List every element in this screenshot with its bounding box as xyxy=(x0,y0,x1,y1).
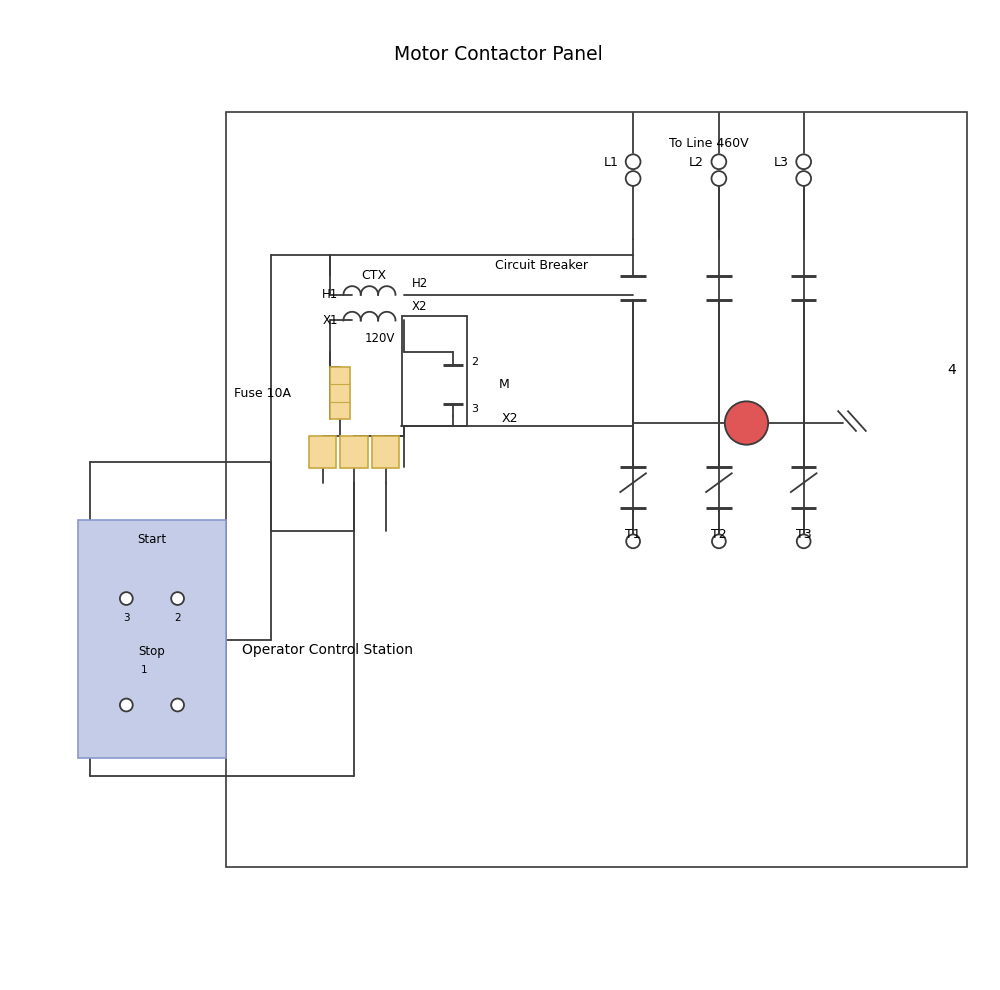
Circle shape xyxy=(796,171,811,186)
Text: L2: L2 xyxy=(689,156,704,169)
Text: Motor Contactor Panel: Motor Contactor Panel xyxy=(394,45,602,63)
Circle shape xyxy=(626,154,641,169)
Circle shape xyxy=(712,535,726,548)
Text: X2: X2 xyxy=(412,300,428,313)
Text: 1: 1 xyxy=(319,447,326,457)
FancyBboxPatch shape xyxy=(309,436,336,468)
Text: 120V: 120V xyxy=(365,332,395,345)
Circle shape xyxy=(797,535,811,548)
Text: L3: L3 xyxy=(774,156,789,169)
Text: T2: T2 xyxy=(711,528,727,541)
Text: M: M xyxy=(499,378,509,391)
Text: 4: 4 xyxy=(947,362,956,377)
Text: Start: Start xyxy=(137,533,167,545)
Text: 3: 3 xyxy=(123,613,130,624)
Text: Circuit Breaker: Circuit Breaker xyxy=(495,258,588,272)
Circle shape xyxy=(120,592,133,605)
Text: 3: 3 xyxy=(471,404,478,414)
Circle shape xyxy=(796,154,811,169)
Circle shape xyxy=(711,154,726,169)
Text: 3: 3 xyxy=(382,447,389,457)
Circle shape xyxy=(171,699,184,712)
Text: L1: L1 xyxy=(603,156,618,169)
FancyBboxPatch shape xyxy=(340,436,368,468)
Circle shape xyxy=(171,592,184,605)
Circle shape xyxy=(725,401,768,445)
Text: H2: H2 xyxy=(412,276,428,289)
Text: Operator Control Station: Operator Control Station xyxy=(242,643,413,656)
Text: X1: X1 xyxy=(323,314,338,327)
Circle shape xyxy=(626,171,641,186)
FancyBboxPatch shape xyxy=(330,367,350,419)
Text: Stop: Stop xyxy=(139,645,165,658)
Circle shape xyxy=(626,535,640,548)
FancyBboxPatch shape xyxy=(372,436,399,468)
Text: Fuse 10A: Fuse 10A xyxy=(234,387,291,400)
Circle shape xyxy=(120,699,133,712)
Text: T1: T1 xyxy=(625,528,641,541)
Text: 1: 1 xyxy=(141,664,147,674)
Text: T3: T3 xyxy=(796,528,811,541)
Text: X2: X2 xyxy=(502,412,518,425)
FancyBboxPatch shape xyxy=(78,520,226,758)
Text: CTX: CTX xyxy=(361,268,386,281)
Text: 2: 2 xyxy=(174,613,181,624)
Text: H1: H1 xyxy=(322,288,338,301)
Text: 2: 2 xyxy=(351,447,358,457)
Text: To Line 460V: To Line 460V xyxy=(669,137,749,149)
Circle shape xyxy=(711,171,726,186)
Text: 2: 2 xyxy=(471,356,478,367)
Text: M: M xyxy=(741,417,752,430)
